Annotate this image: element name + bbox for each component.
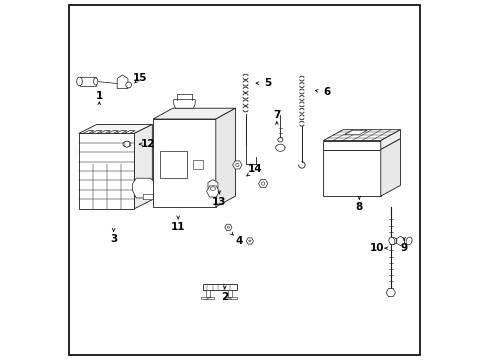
Ellipse shape bbox=[210, 187, 215, 190]
Polygon shape bbox=[206, 291, 210, 297]
Text: 12: 12 bbox=[140, 139, 155, 149]
Polygon shape bbox=[380, 130, 400, 149]
Text: 6: 6 bbox=[323, 87, 330, 97]
Polygon shape bbox=[79, 134, 134, 209]
Polygon shape bbox=[91, 131, 102, 134]
Text: 5: 5 bbox=[264, 78, 271, 88]
Text: 13: 13 bbox=[212, 197, 226, 207]
Polygon shape bbox=[108, 131, 119, 134]
Text: 1: 1 bbox=[96, 91, 102, 101]
Ellipse shape bbox=[248, 240, 250, 242]
Polygon shape bbox=[380, 139, 400, 196]
Polygon shape bbox=[215, 108, 235, 207]
Polygon shape bbox=[227, 291, 231, 297]
Polygon shape bbox=[323, 140, 380, 149]
Text: 11: 11 bbox=[171, 222, 185, 231]
Polygon shape bbox=[100, 131, 110, 134]
Ellipse shape bbox=[122, 141, 131, 147]
Polygon shape bbox=[159, 151, 187, 178]
Ellipse shape bbox=[125, 82, 131, 88]
Ellipse shape bbox=[227, 226, 229, 228]
Polygon shape bbox=[173, 100, 195, 108]
Text: 7: 7 bbox=[272, 111, 280, 121]
Polygon shape bbox=[80, 77, 96, 86]
Text: 9: 9 bbox=[400, 243, 407, 253]
Text: 2: 2 bbox=[221, 292, 228, 302]
Polygon shape bbox=[153, 119, 215, 207]
Ellipse shape bbox=[388, 237, 394, 245]
Polygon shape bbox=[224, 297, 237, 300]
Text: 4: 4 bbox=[235, 236, 243, 246]
Ellipse shape bbox=[93, 78, 98, 85]
Ellipse shape bbox=[235, 163, 239, 167]
Polygon shape bbox=[116, 131, 126, 134]
Polygon shape bbox=[132, 178, 156, 198]
Ellipse shape bbox=[77, 77, 82, 86]
Ellipse shape bbox=[261, 182, 264, 185]
Text: 10: 10 bbox=[369, 243, 384, 253]
Polygon shape bbox=[83, 131, 94, 134]
Polygon shape bbox=[203, 284, 237, 291]
Text: 14: 14 bbox=[247, 164, 262, 174]
Ellipse shape bbox=[405, 237, 411, 245]
Polygon shape bbox=[201, 297, 214, 300]
Polygon shape bbox=[134, 125, 152, 209]
Polygon shape bbox=[79, 125, 152, 134]
Text: 3: 3 bbox=[110, 234, 117, 244]
Polygon shape bbox=[192, 160, 202, 169]
Polygon shape bbox=[153, 108, 235, 119]
Polygon shape bbox=[323, 149, 380, 196]
Ellipse shape bbox=[277, 138, 282, 142]
Text: 15: 15 bbox=[133, 73, 147, 83]
Polygon shape bbox=[143, 194, 156, 200]
Polygon shape bbox=[117, 75, 128, 89]
Polygon shape bbox=[344, 130, 366, 135]
Text: 8: 8 bbox=[355, 202, 362, 212]
Polygon shape bbox=[124, 131, 135, 134]
Polygon shape bbox=[323, 130, 400, 140]
